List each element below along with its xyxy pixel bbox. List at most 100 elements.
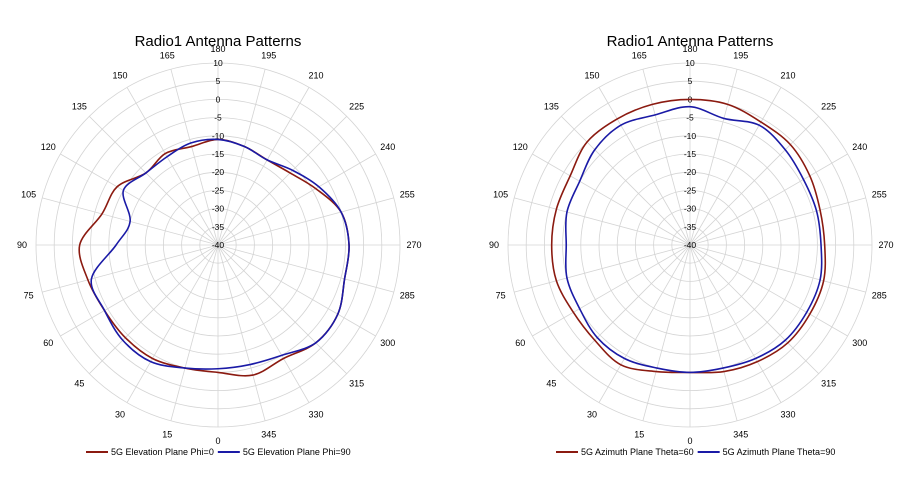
grid-spoke [642, 69, 691, 246]
angle-tick-label: 195 [733, 51, 748, 61]
angle-tick-label: 75 [496, 291, 506, 301]
grid-spoke [689, 244, 848, 337]
radial-tick-label: -5 [214, 113, 222, 123]
angle-tick-label: 225 [821, 101, 836, 111]
grid-spoke [598, 244, 691, 403]
grid-spoke [217, 116, 347, 246]
grid-spoke [89, 116, 219, 246]
angle-tick-label: 195 [261, 51, 276, 61]
angle-tick-label: 60 [515, 338, 525, 348]
grid-spoke [126, 87, 219, 246]
angle-tick-label: 30 [115, 410, 125, 420]
angle-tick-label: 330 [308, 410, 323, 420]
grid-spoke [217, 87, 310, 246]
angle-tick-label: 90 [17, 240, 27, 250]
angle-tick-label: 270 [878, 240, 893, 250]
angle-tick-label: 0 [215, 436, 220, 446]
radial-tick-label: -35 [212, 222, 225, 232]
angle-tick-label: 105 [21, 189, 36, 199]
grid-spoke [217, 69, 266, 246]
angle-tick-label: 345 [733, 429, 748, 439]
angle-tick-label: 90 [489, 240, 499, 250]
angle-tick-label: 210 [308, 70, 323, 80]
grid-spoke [89, 244, 219, 374]
legend-label-2: 5G Azimuth Plane Theta=90 [723, 447, 836, 457]
angle-tick-label: 45 [546, 379, 556, 389]
angle-tick-label: 300 [852, 338, 867, 348]
angle-tick-label: 150 [112, 70, 127, 80]
grid-spoke [217, 244, 376, 337]
grid-spoke [42, 244, 219, 293]
angle-tick-label: 210 [780, 70, 795, 80]
grid-spoke [532, 244, 691, 337]
grid-spoke [60, 153, 219, 246]
grid-spoke [561, 244, 691, 374]
legend-label-1: 5G Elevation Plane Phi=0 [111, 447, 214, 457]
angle-tick-label: 315 [349, 379, 364, 389]
angle-tick-label: 15 [162, 429, 172, 439]
angle-tick-label: 120 [41, 142, 56, 152]
angle-tick-label: 180 [210, 44, 225, 54]
legend: 5G Azimuth Plane Theta=60 5G Azimuth Plan… [556, 447, 835, 457]
grid-spoke [689, 69, 738, 246]
grid-spoke [126, 244, 219, 403]
grid-spoke [514, 197, 691, 246]
legend-label-1: 5G Azimuth Plane Theta=60 [581, 447, 694, 457]
series-line-2 [90, 138, 350, 370]
grid-spoke [598, 87, 691, 246]
angle-tick-label: 225 [349, 101, 364, 111]
angle-tick-label: 255 [400, 189, 415, 199]
angle-tick-label: 240 [380, 142, 395, 152]
radial-tick-label: -20 [684, 167, 697, 177]
angle-tick-label: 255 [872, 189, 887, 199]
polar-chart-2: Radio1 Antenna Patterns 0 15 30 45 60 75 90 105 1… [489, 33, 894, 457]
radial-tick-label: -40 [212, 240, 225, 250]
angle-tick-label: 270 [406, 240, 421, 250]
grid-spoke [217, 197, 394, 246]
legend-label-2: 5G Elevation Plane Phi=90 [243, 447, 351, 457]
radial-tick-label: -15 [212, 149, 225, 159]
polar-chart-1: Radio1 Antenna Patterns01530456075901051… [17, 33, 422, 457]
radial-tick-label: 5 [216, 76, 221, 86]
grid-spoke [689, 153, 848, 246]
grid-spoke [689, 244, 866, 293]
radial-tick-label: 10 [685, 58, 695, 68]
angle-tick-label: 285 [400, 291, 415, 301]
radial-tick-label: -25 [212, 185, 225, 195]
grid-spoke [689, 197, 866, 246]
angle-tick-label: 345 [261, 429, 276, 439]
angle-tick-label: 180 [682, 44, 697, 54]
chart-title: Radio1 Antenna Patterns [135, 33, 302, 50]
angle-tick-label: 165 [632, 51, 647, 61]
angle-tick-label: 105 [493, 189, 508, 199]
angle-tick-label: 45 [74, 379, 84, 389]
angle-tick-label: 0 [687, 436, 692, 446]
series-line-1 [550, 98, 827, 374]
grid-spoke [689, 244, 738, 421]
angle-tick-label: 240 [852, 142, 867, 152]
grid-spoke [532, 153, 691, 246]
grid-spoke [217, 244, 310, 403]
grid-spoke [60, 244, 219, 337]
grid-spoke [642, 244, 691, 421]
angle-tick-label: 60 [43, 338, 53, 348]
series-line-2 [564, 105, 823, 374]
angle-tick-label: 30 [587, 410, 597, 420]
radial-tick-label: 10 [213, 58, 223, 68]
angle-tick-label: 135 [72, 101, 87, 111]
grid-spoke [217, 244, 266, 421]
angle-tick-label: 135 [544, 101, 559, 111]
chart-title: Radio1 Antenna Patterns [607, 33, 774, 50]
radial-tick-label: -5 [686, 113, 694, 123]
grid-spoke [170, 244, 219, 421]
radial-tick-label: -10 [212, 131, 225, 141]
angle-tick-label: 300 [380, 338, 395, 348]
angle-tick-label: 330 [780, 410, 795, 420]
radial-tick-label: -15 [684, 149, 697, 159]
angle-tick-label: 285 [872, 291, 887, 301]
radial-tick-label: -10 [684, 131, 697, 141]
angle-tick-label: 315 [821, 379, 836, 389]
angle-tick-label: 15 [634, 429, 644, 439]
radial-tick-label: 0 [216, 94, 221, 104]
